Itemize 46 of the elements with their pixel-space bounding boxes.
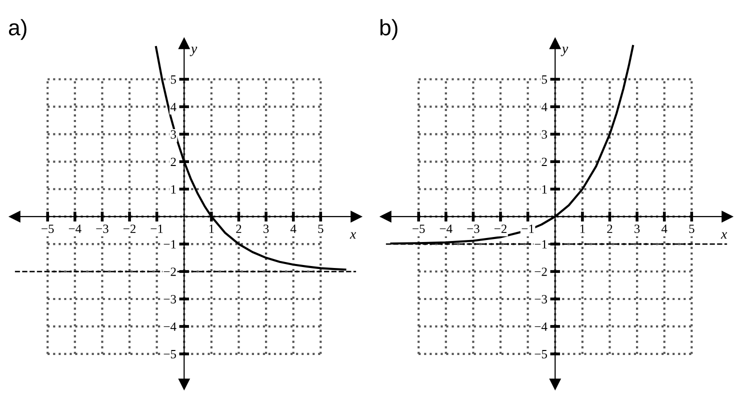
y-tick-label: −2 bbox=[534, 268, 547, 276]
x-tick-label: 1 bbox=[580, 224, 585, 233]
x-tick-label: −5 bbox=[412, 224, 425, 234]
x-tick-label: −4 bbox=[68, 224, 82, 233]
x-tick-label: 5 bbox=[318, 224, 324, 234]
x-tick-label: −2 bbox=[123, 224, 136, 233]
x-tick-label: −3 bbox=[467, 224, 480, 234]
y-tick-label: −4 bbox=[164, 322, 176, 331]
chart-title: b) bbox=[380, 19, 398, 40]
y-axis-title: y bbox=[560, 46, 568, 56]
y-tick-label: −4 bbox=[534, 322, 548, 331]
y-tick-label: −5 bbox=[164, 350, 176, 358]
x-tick-label: −4 bbox=[440, 224, 452, 233]
y-tick-label: −3 bbox=[534, 295, 548, 304]
x-tick-label: −5 bbox=[42, 224, 54, 234]
x-tick-label: 1 bbox=[209, 224, 214, 233]
x-tick-label: −1 bbox=[522, 224, 534, 233]
y-tick-label: −1 bbox=[164, 240, 176, 248]
y-tick-label: −2 bbox=[164, 268, 176, 276]
y-tick-label: 1 bbox=[542, 185, 547, 194]
x-tick-label: −2 bbox=[494, 224, 506, 233]
x-tick-label: 2 bbox=[607, 224, 612, 233]
y-axis-title: y bbox=[190, 46, 198, 56]
y-tick-label: −5 bbox=[534, 350, 548, 358]
y-tick-label: 5 bbox=[542, 75, 548, 84]
y-tick-label: 4 bbox=[170, 102, 176, 112]
x-tick-label: 2 bbox=[236, 224, 242, 233]
y-tick-label: −3 bbox=[164, 295, 176, 304]
y-tick-label: 3 bbox=[170, 130, 176, 139]
y-tick-label: 3 bbox=[542, 130, 548, 139]
x-axis-title: x bbox=[720, 232, 728, 239]
x-axis-title: x bbox=[350, 232, 356, 239]
y-tick-label: 2 bbox=[542, 158, 547, 166]
y-tick-label: 1 bbox=[171, 185, 176, 194]
y-tick-label: 2 bbox=[170, 158, 176, 166]
x-tick-label: 3 bbox=[634, 224, 640, 234]
x-tick-label: −3 bbox=[96, 224, 108, 234]
x-tick-label: 3 bbox=[264, 224, 269, 234]
y-tick-label: 4 bbox=[541, 102, 548, 112]
chart-title: a) bbox=[8, 19, 26, 40]
x-tick-label: 5 bbox=[689, 224, 694, 234]
y-tick-label: −1 bbox=[534, 240, 547, 248]
x-tick-label: 4 bbox=[661, 224, 668, 233]
x-tick-label: −1 bbox=[150, 224, 163, 233]
y-tick-label: 5 bbox=[170, 75, 176, 84]
x-tick-label: 4 bbox=[290, 224, 296, 233]
